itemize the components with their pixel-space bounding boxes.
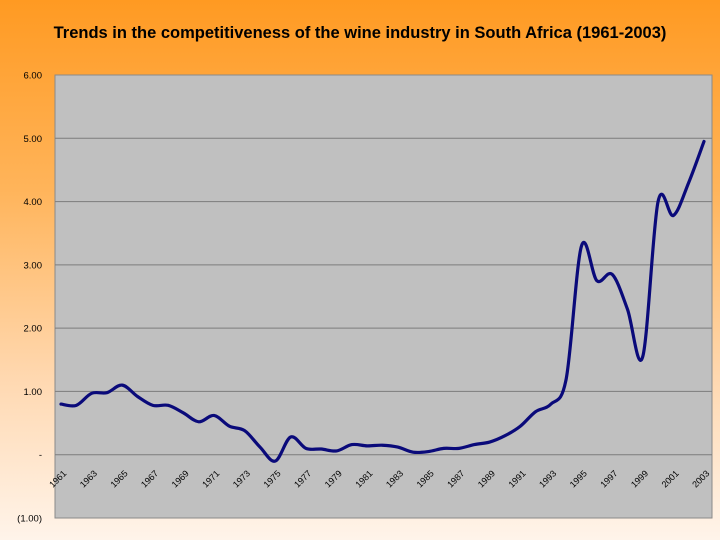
y-tick-label: 3.00	[24, 260, 43, 271]
y-tick-label: 2.00	[24, 324, 43, 335]
y-tick-label: 1.00	[24, 387, 43, 398]
y-tick-label: 6.00	[24, 71, 43, 82]
y-tick-label: -	[39, 450, 42, 461]
plot-area	[54, 74, 713, 519]
chart-title: Trends in the competitiveness of the win…	[53, 24, 667, 42]
series-line	[59, 139, 706, 463]
y-tick-label: 5.00	[24, 134, 43, 145]
y-tick-label: 4.00	[24, 197, 43, 208]
y-tick-label: (1.00)	[17, 514, 42, 525]
